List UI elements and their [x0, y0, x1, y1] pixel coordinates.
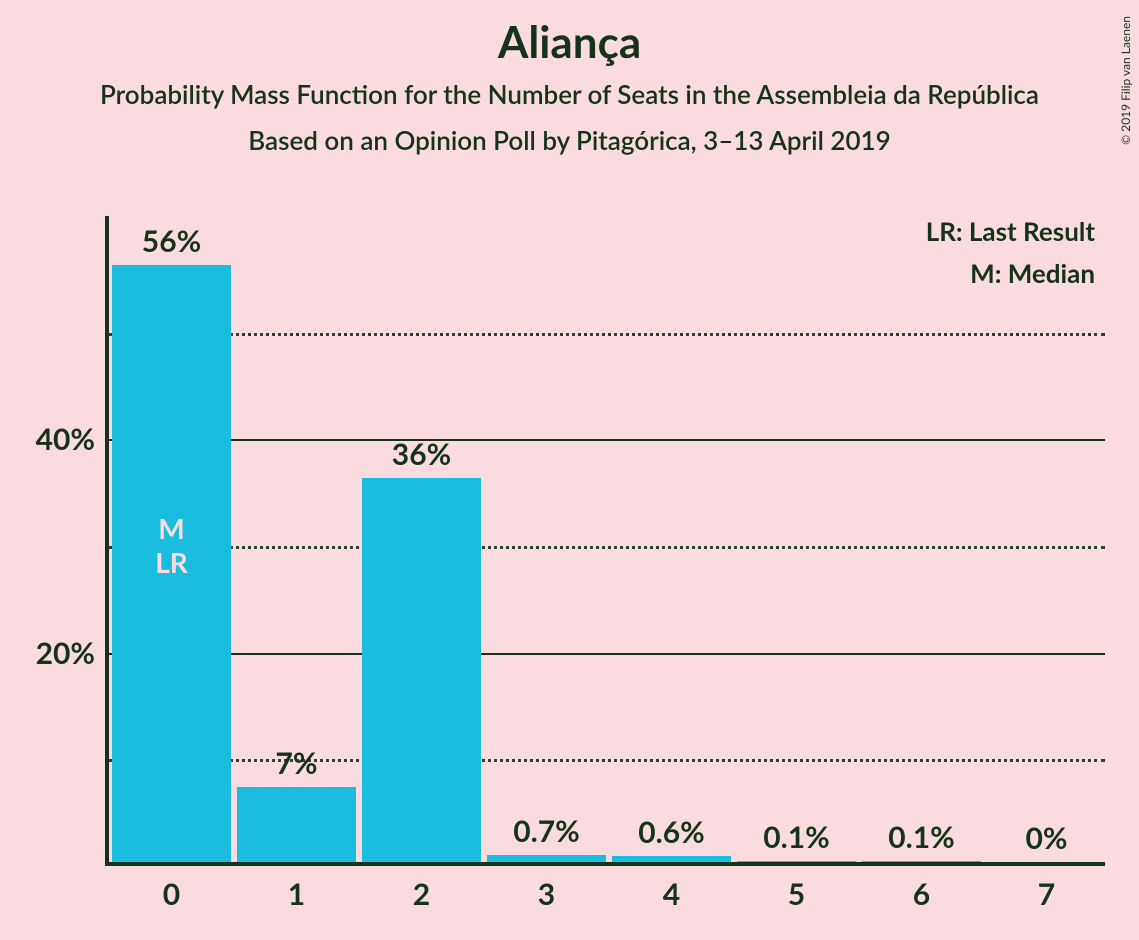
copyright-text: © 2019 Filip van Laenen — [1118, 16, 1133, 145]
bar — [237, 787, 356, 862]
legend-line-lr: LR: Last Result — [926, 211, 1095, 253]
legend-line-m: M: Median — [926, 253, 1095, 295]
x-tick-label: 5 — [788, 876, 805, 912]
bar-value-label: 56% — [142, 223, 201, 259]
grid-minor — [109, 759, 1105, 762]
x-tick-label: 7 — [1038, 876, 1055, 912]
y-tick-label: 40% — [15, 421, 95, 457]
chart-subtitle-2: Based on an Opinion Poll by Pitagórica, … — [0, 124, 1139, 156]
grid-major — [109, 653, 1105, 655]
x-tick-label: 6 — [913, 876, 930, 912]
bar-value-label: 0.6% — [638, 814, 705, 850]
bar — [612, 856, 731, 862]
bar-value-label: 0% — [1026, 820, 1068, 856]
y-tick-label: 20% — [15, 635, 95, 671]
x-tick-label: 2 — [413, 876, 430, 912]
bar — [487, 855, 606, 862]
bar-value-label: 36% — [392, 436, 451, 472]
x-axis-line — [105, 862, 1105, 866]
bar-annotation-median-lr: MLR — [155, 512, 188, 579]
grid-minor — [109, 546, 1105, 549]
bar-value-label: 0.1% — [763, 819, 830, 855]
bar-value-label: 7% — [276, 745, 318, 781]
chart-plot-area: 20%40% 56%07%136%20.7%30.6%40.1%50.1%60%… — [105, 226, 1105, 866]
legend: LR: Last Result M: Median — [926, 211, 1095, 294]
y-axis-line — [105, 216, 109, 866]
x-tick-label: 4 — [663, 876, 680, 912]
x-tick-label: 0 — [163, 876, 180, 912]
x-tick-label: 1 — [288, 876, 305, 912]
bar — [362, 478, 481, 862]
chart-main-title: Aliança — [0, 16, 1139, 68]
x-tick-label: 3 — [538, 876, 555, 912]
bar-value-label: 0.7% — [513, 813, 580, 849]
grid-major — [109, 439, 1105, 441]
bar — [737, 861, 856, 862]
chart-subtitle-1: Probability Mass Function for the Number… — [0, 78, 1139, 110]
bar — [862, 861, 981, 862]
grid-minor — [109, 333, 1105, 336]
bar-value-label: 0.1% — [888, 819, 955, 855]
